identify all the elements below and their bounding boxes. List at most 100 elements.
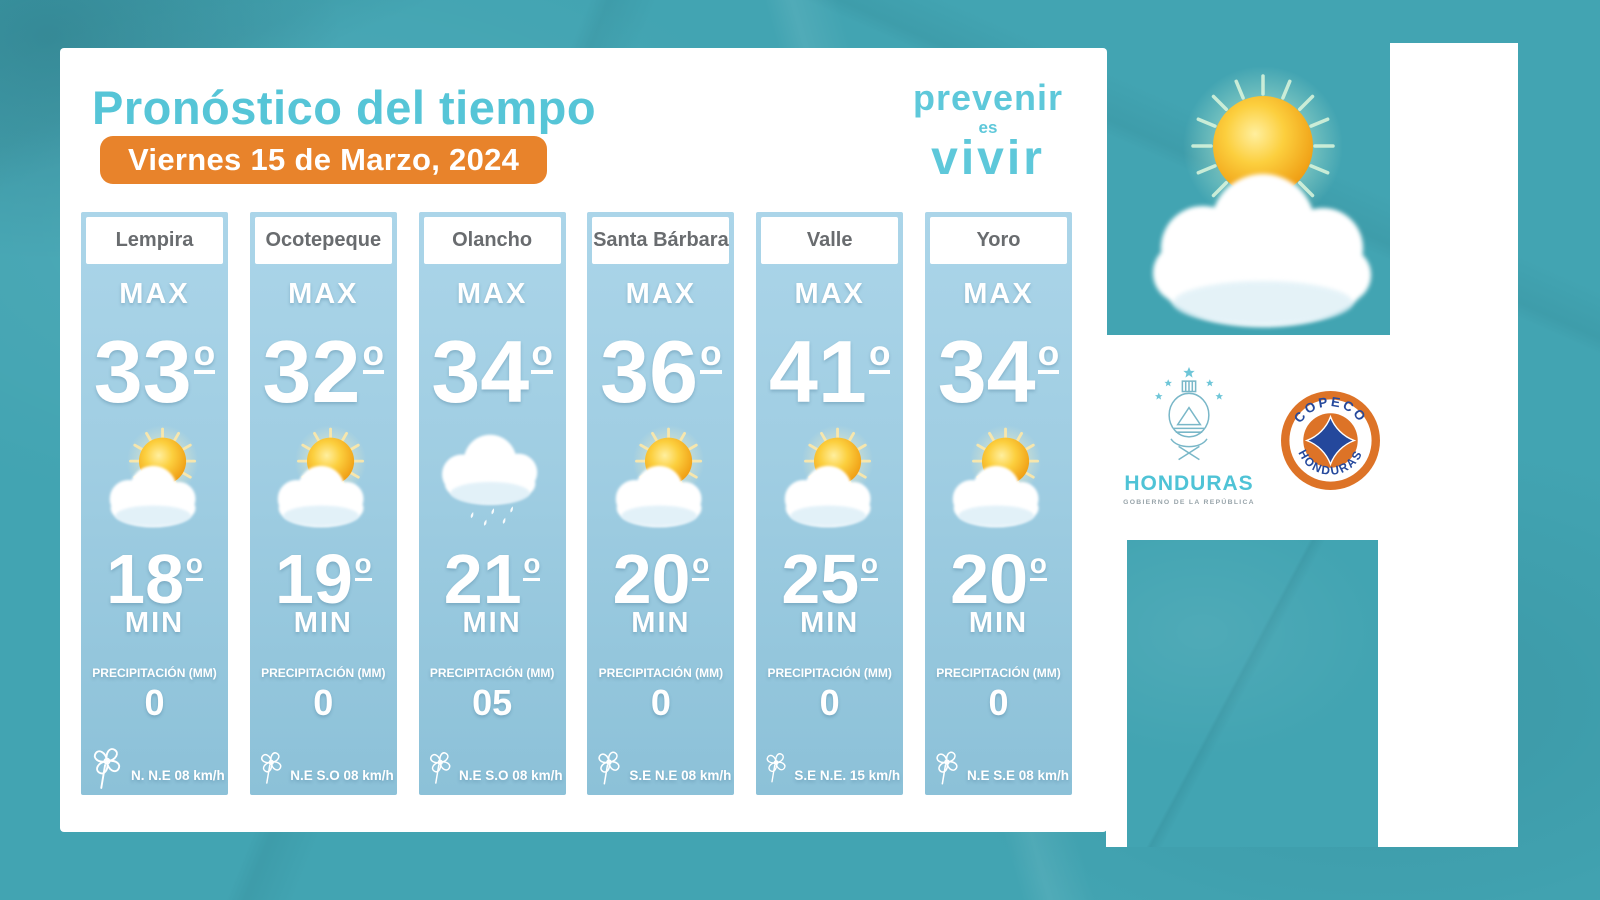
min-temperature-value: 20 [612,539,691,618]
sun-cloud-icon [109,425,198,527]
region-name: Yoro [929,217,1067,264]
weather-icon [587,410,734,550]
max-temperature-value: 34 [937,322,1036,421]
forecast-column: Santa Bárbara MAX 36 o [587,212,735,795]
min-label: MIN [124,607,185,640]
precipitation-label: PRECIPITACIÓN (MM) [261,666,386,681]
weather-icon [250,410,397,550]
min-temperature-value: 18 [106,539,185,618]
slogan-line-bottom: vivir [931,132,1045,185]
honduras-coat-of-arms-icon [1154,366,1224,461]
sun-cloud-icon [278,425,367,527]
wind-text: N.E S.E 08 km/h [966,768,1069,783]
prevenir-es-vivir-logo: prevenir es vivir [898,80,1078,183]
wind-row: S.E N.E. 15 km/h [761,742,900,790]
max-temperature-value: 32 [262,322,361,421]
min-temperature: 20 o [612,539,710,618]
sun-cloud-icon [953,425,1042,527]
min-temperature-value: 19 [274,539,353,618]
forecast-column: Olancho MAX 34 o [418,212,566,795]
degree-mark: o [185,548,203,581]
wind-row: N.E S.O 08 km/h [255,742,394,790]
precipitation-label: PRECIPITACIÓN (MM) [429,666,555,681]
pinwheel-icon [93,748,121,789]
right-white-bar [1390,43,1518,847]
sun-cloud-illustration [1128,43,1393,335]
weather-icon [756,410,903,550]
min-label: MIN [800,607,860,640]
copeco-seal-icon: COPECO HONDURAS [1281,391,1380,490]
max-label: MAX [794,278,865,310]
region-name: Ocotepeque [254,217,392,264]
region-name: Santa Bárbara [592,217,730,264]
weather-icon [81,410,228,550]
rain-cloud-icon [442,434,538,526]
precipitation-value: 0 [144,682,165,724]
min-label: MIN [968,607,1029,640]
max-temperature: 33 o [93,322,216,421]
wind-text: N. N.E 08 km/h [131,768,225,783]
wind-row: N.E S.O 08 km/h [424,742,563,790]
honduras-logo-caption: GOBIERNO DE LA REPÚBLICA [1123,499,1255,506]
copeco-logo: COPECO HONDURAS [1281,391,1380,490]
degree-mark: o [1029,548,1047,581]
min-label: MIN [631,607,691,640]
max-temperature: 32 o [262,322,385,421]
precipitation-value: 0 [988,682,1009,724]
min-label: MIN [293,607,353,640]
max-temperature-value: 34 [431,322,530,421]
degree-mark: o [354,548,372,581]
wind-row: S.E N.E 08 km/h [592,742,731,790]
honduras-gov-logo: HONDURAS GOBIERNO DE LA REPÚBLICA [1114,366,1264,506]
teal-cutout [1127,540,1378,847]
max-label: MAX [119,278,190,310]
sun-cloud-icon [615,425,705,527]
max-label: MAX [288,278,359,310]
forecast-column: Yoro MAX 34 o [924,212,1072,795]
weather-icon [925,410,1072,550]
degree-mark: o [531,333,553,375]
degree-mark: o [860,548,879,581]
min-label: MIN [462,607,522,640]
min-temperature-value: 20 [950,539,1029,618]
region-name: Lempira [86,217,223,264]
pinwheel-icon [766,753,786,783]
wind-row: N. N.E 08 km/h [86,742,225,790]
max-label: MAX [456,278,528,310]
wind-text: S.E N.E. 15 km/h [794,768,901,783]
pinwheel-icon [260,752,282,784]
pinwheel-icon [429,752,450,784]
min-temperature: 21 o [443,539,541,618]
min-temperature: 18 o [106,539,203,618]
page-title: Pronóstico del tiempo [92,81,597,134]
sun-cloud-icon [784,425,874,527]
max-temperature: 41 o [768,322,891,421]
degree-mark: o [523,548,541,581]
max-temperature-value: 41 [768,322,867,421]
pinwheel-icon [936,751,958,785]
slogan-line-middle: es [978,118,998,137]
forecast-column: Valle MAX 41 o [756,212,904,795]
region-name: Olancho [423,217,561,264]
degree-mark: o [692,548,710,581]
precipitation-label: PRECIPITACIÓN (MM) [92,666,217,681]
weather-icon [419,410,566,550]
precipitation-value: 05 [472,682,513,724]
pinwheel-icon [598,751,620,785]
max-temperature: 34 o [937,322,1060,421]
precipitation-value: 0 [313,682,334,724]
max-label: MAX [963,278,1034,310]
degree-mark: o [193,333,216,375]
degree-mark: o [868,333,891,375]
max-temperature-value: 33 [93,322,192,421]
wind-row: N.E S.E 08 km/h [930,742,1069,790]
degree-mark: o [700,333,722,375]
min-temperature-value: 21 [443,539,522,618]
wind-text: S.E N.E 08 km/h [629,768,732,783]
degree-mark: o [362,333,385,375]
slogan-line-top: prevenir [912,77,1064,118]
precipitation-label: PRECIPITACIÓN (MM) [936,666,1061,681]
sun-cloud-illustration-icon [1153,66,1371,327]
max-temperature-value: 36 [600,322,699,421]
